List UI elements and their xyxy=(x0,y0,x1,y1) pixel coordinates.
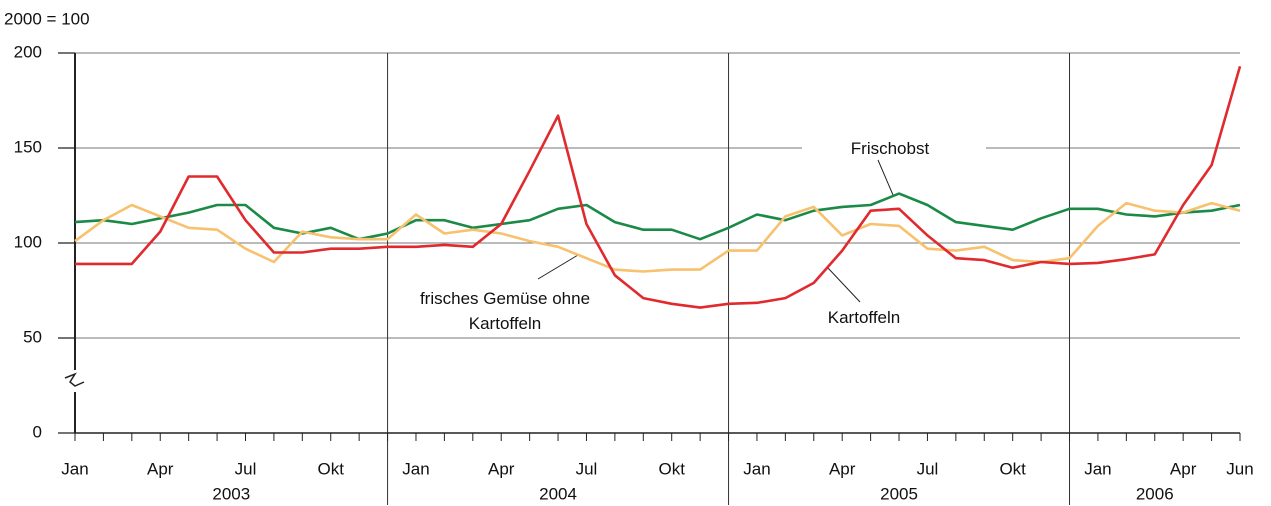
x-tick-label: Jul xyxy=(576,459,598,478)
x-tick-label: Okt xyxy=(658,459,685,478)
y-tick-label: 50 xyxy=(23,327,42,346)
series-line xyxy=(75,65,1242,309)
x-tick-label: Jan xyxy=(61,459,88,478)
year-label: 2004 xyxy=(539,484,577,503)
x-tick-label: Jun xyxy=(1226,459,1253,478)
y-tick-label: 0 xyxy=(33,422,42,441)
series-line xyxy=(74,192,1241,241)
x-tick-label: Apr xyxy=(829,459,856,478)
x-tick-label: Apr xyxy=(147,459,174,478)
year-label: 2006 xyxy=(1136,484,1174,503)
year-label: 2005 xyxy=(880,484,918,503)
label-bg xyxy=(802,138,986,160)
axis-break xyxy=(64,372,85,387)
y-tick-label: 150 xyxy=(14,137,42,156)
x-tick-label: Jul xyxy=(235,459,257,478)
leader-line xyxy=(537,254,579,280)
series-label: Frischobst xyxy=(850,138,930,158)
x-tick-label: Okt xyxy=(318,459,345,478)
x-tick-label: Okt xyxy=(999,459,1026,478)
year-label: 2003 xyxy=(212,484,250,503)
x-tick-label: Jul xyxy=(917,459,939,478)
x-tick-label: Apr xyxy=(488,459,515,478)
series-label: Kartoffeln xyxy=(827,307,901,327)
y-tick-label: 200 xyxy=(14,42,42,61)
series-line xyxy=(74,201,1241,273)
leader-line xyxy=(827,267,861,303)
leader-line xyxy=(877,159,894,196)
x-tick-label: Apr xyxy=(1170,459,1197,478)
series-label: frisches Gemüse ohne Kartoffeln xyxy=(419,289,591,333)
x-tick-label: Jan xyxy=(1084,459,1111,478)
y-tick-label: 100 xyxy=(14,232,42,251)
y-axis-unit: 2000 = 100 xyxy=(4,9,90,28)
x-tick-label: Jan xyxy=(743,459,770,478)
x-tick-label: Jan xyxy=(402,459,429,478)
